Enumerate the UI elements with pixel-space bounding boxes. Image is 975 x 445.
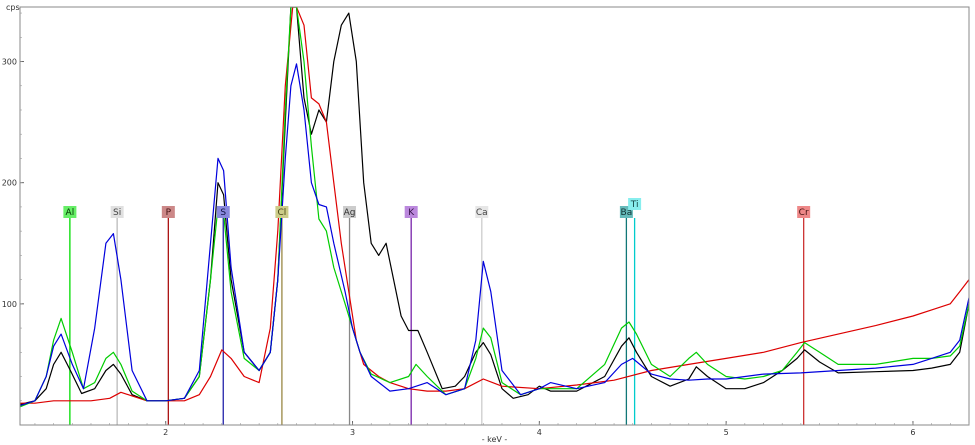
x-tick-label: 3 xyxy=(350,428,355,437)
element-label-box-si xyxy=(110,206,124,218)
element-label-box-al xyxy=(63,206,77,218)
element-label-ca: Ca xyxy=(476,208,488,218)
y-tick-label: 300 xyxy=(2,58,17,67)
series-line-3 xyxy=(20,7,969,408)
element-label-s: S xyxy=(220,208,226,218)
element-label-box-ag xyxy=(343,206,357,218)
axes-group: 2 3 4 5 6 100 200 300 cps - keV - xyxy=(2,3,970,444)
x-tick-label: 4 xyxy=(537,428,542,437)
y-tick-label: 100 xyxy=(2,300,17,309)
series-line-2 xyxy=(20,7,969,404)
x-axis-label: - keV - xyxy=(482,435,508,444)
y-tick-label: 200 xyxy=(2,179,17,188)
element-label-box-s xyxy=(216,206,230,218)
x-tick-label: 5 xyxy=(724,428,729,437)
element-label-p: P xyxy=(166,208,172,218)
y-axis-label: cps xyxy=(6,3,20,12)
element-label-ti: Ti xyxy=(630,200,639,210)
element-label-si: Si xyxy=(113,208,121,218)
series-group xyxy=(20,7,969,408)
element-label-al: Al xyxy=(66,208,75,218)
element-label-box-ca xyxy=(475,206,489,218)
element-label-box-k xyxy=(404,206,418,218)
x-tick-label: 6 xyxy=(910,428,915,437)
element-label-ag: Ag xyxy=(344,208,356,218)
element-label-box-p xyxy=(161,206,175,218)
plot-frame xyxy=(19,6,970,426)
series-line-4 xyxy=(20,63,969,407)
element-label-ba: Ba xyxy=(621,208,633,218)
element-label-k: K xyxy=(408,208,415,218)
element-label-box-ti xyxy=(628,198,642,210)
element-line-group xyxy=(69,218,805,425)
element-label-box-cr xyxy=(797,206,811,218)
element-label-cl: Cl xyxy=(278,208,287,218)
series-line-1 xyxy=(20,7,969,405)
element-label-box-cl xyxy=(275,206,289,218)
x-tick-label: 2 xyxy=(163,428,168,437)
element-label-cr: Cr xyxy=(799,208,809,218)
